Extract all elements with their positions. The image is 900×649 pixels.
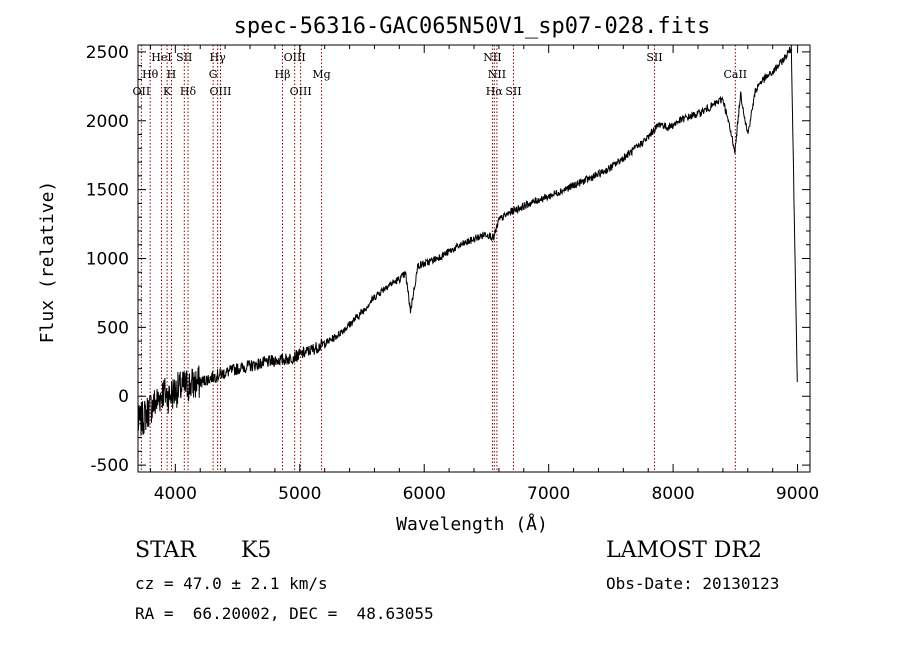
x-tick-label: 7000 bbox=[527, 484, 570, 504]
x-axis-label: Wavelength (Å) bbox=[396, 513, 548, 535]
y-tick-label: 0 bbox=[118, 387, 129, 407]
coordinates-text: RA = 66.20002, DEC = 48.63055 bbox=[135, 604, 434, 623]
line-marker-label: OIII bbox=[290, 85, 312, 98]
object-subclass: K5 bbox=[241, 538, 272, 563]
line-marker-label: G bbox=[209, 68, 218, 81]
line-marker-label: HeI bbox=[151, 51, 171, 64]
redshift-text: cz = 47.0 ± 2.1 km/s bbox=[135, 574, 328, 593]
line-marker-label: H bbox=[167, 68, 177, 81]
obs-date-text: Obs-Date: 20130123 bbox=[606, 574, 780, 593]
line-marker-label: Hγ bbox=[210, 51, 227, 64]
y-axis-label: Flux (relative) bbox=[37, 181, 58, 344]
line-marker-label: CaII bbox=[723, 68, 747, 81]
line-marker-label: Mg bbox=[312, 68, 330, 81]
x-tick-label: 5000 bbox=[278, 484, 321, 504]
line-marker-label: Hβ bbox=[275, 68, 291, 81]
line-marker-label: OII bbox=[133, 85, 151, 98]
y-tick-label: -500 bbox=[90, 456, 129, 476]
y-tick-label: 500 bbox=[97, 318, 129, 338]
tick-group: 4000 5000 6000 7000 8000 9000 -500 0 500 1000 1500… bbox=[86, 43, 819, 504]
y-tick-label: 1500 bbox=[86, 181, 129, 201]
x-tick-label: 9000 bbox=[776, 484, 819, 504]
line-marker-label: NII bbox=[488, 68, 506, 81]
marker-group bbox=[140, 45, 736, 472]
line-marker-label: Hα bbox=[486, 85, 504, 98]
y-tick-label: 2500 bbox=[86, 43, 129, 63]
spectrum-line bbox=[137, 45, 798, 436]
x-tick-label: 4000 bbox=[154, 484, 197, 504]
x-tick-label: 8000 bbox=[651, 484, 694, 504]
survey-label: LAMOST DR2 bbox=[606, 538, 762, 563]
line-marker-label: OIII bbox=[284, 51, 306, 64]
line-marker-label: SII bbox=[646, 51, 662, 64]
object-class: STAR bbox=[135, 538, 196, 563]
line-marker-label: OIII bbox=[209, 85, 231, 98]
plot-frame bbox=[137, 44, 811, 473]
line-marker-label: Hδ bbox=[180, 85, 197, 98]
line-marker-label: K bbox=[163, 85, 172, 98]
line-marker-label: SII bbox=[505, 85, 521, 98]
chart-title: spec-56316-GAC065N50V1_sp07-028.fits bbox=[234, 14, 711, 39]
x-tick-label: 6000 bbox=[403, 484, 446, 504]
line-marker-label: SII bbox=[176, 51, 192, 64]
y-tick-label: 1000 bbox=[86, 250, 129, 270]
line-marker-label: NII bbox=[483, 51, 501, 64]
y-tick-label: 2000 bbox=[86, 112, 129, 132]
line-marker-label: Hθ bbox=[142, 68, 159, 81]
marker-label-group: OIIHθHeIKHSIIHδGHγOIIIHβOIIIOIIIMgNIIHαN… bbox=[133, 51, 748, 98]
